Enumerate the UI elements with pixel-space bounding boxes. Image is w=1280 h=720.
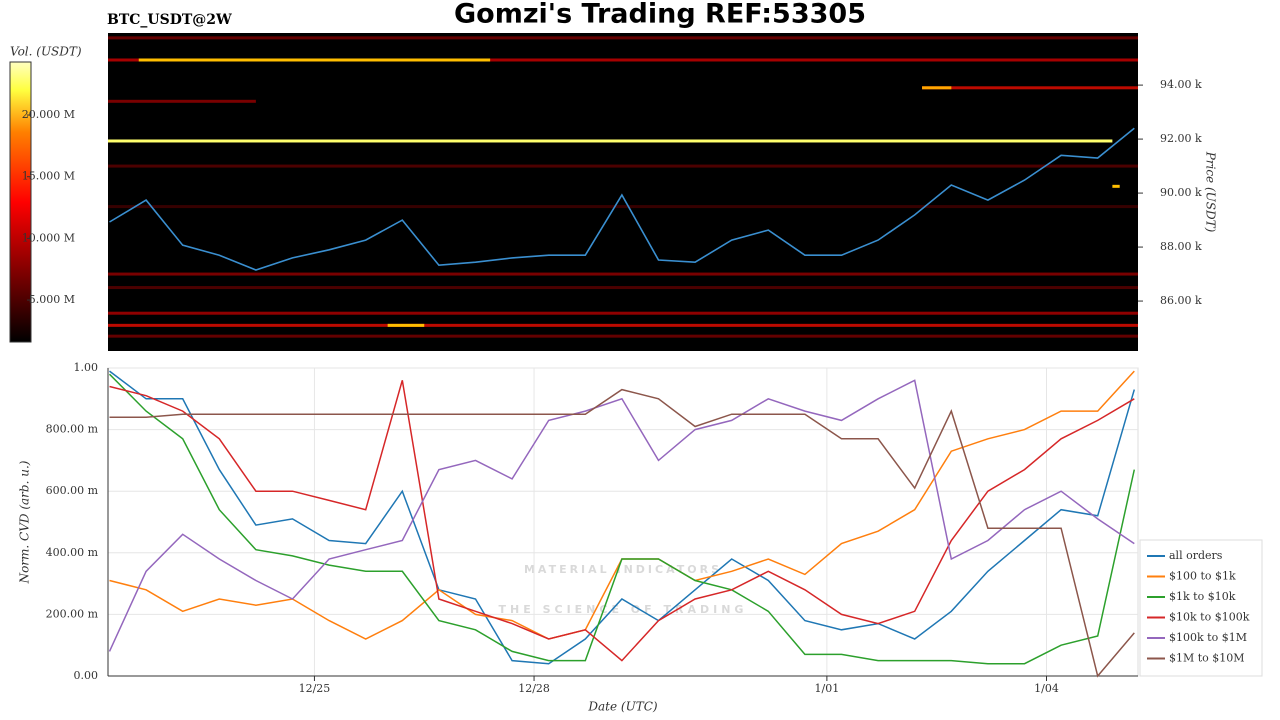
x-tick-label: 1/01 bbox=[815, 682, 840, 695]
y-axis-title: Norm. CVD (arb. u.) bbox=[18, 460, 32, 584]
series-line bbox=[109, 127, 1135, 271]
colorbar bbox=[9, 61, 32, 343]
x-axis-title: Date (UTC) bbox=[587, 700, 657, 714]
legend-label: $100 to $1k bbox=[1169, 570, 1236, 583]
order-wall bbox=[387, 323, 425, 327]
order-wall bbox=[138, 58, 491, 62]
order-wall bbox=[108, 36, 1138, 40]
y-tick-label: 94.00 k bbox=[1160, 78, 1202, 91]
order-wall bbox=[108, 99, 256, 103]
order-wall bbox=[108, 139, 1113, 143]
legend-label: all orders bbox=[1169, 549, 1223, 562]
chart-title: Gomzi's Trading REF:53305 bbox=[454, 0, 866, 30]
legend-label: $1k to $10k bbox=[1169, 590, 1236, 603]
chart-subtitle: BTC_USDT@2W bbox=[107, 12, 232, 28]
order-wall bbox=[922, 86, 952, 90]
order-wall bbox=[108, 311, 1138, 315]
series-line bbox=[109, 370, 1136, 665]
order-wall bbox=[108, 272, 1138, 276]
y-tick-label: 800.00 m bbox=[46, 423, 99, 436]
order-wall bbox=[108, 58, 1138, 62]
y-tick-label: 92.00 k bbox=[1160, 132, 1202, 145]
y-tick-label: 0.00 bbox=[74, 669, 99, 682]
colorbar-tick-label: 5.000 M bbox=[29, 293, 75, 306]
y-tick-label: 200.00 m bbox=[46, 607, 99, 620]
y-tick-label: 90.00 k bbox=[1160, 186, 1202, 199]
colorbar-tick-label: 10.000 M bbox=[22, 231, 75, 244]
order-wall bbox=[1112, 184, 1120, 188]
cvd-plot-area bbox=[107, 367, 1139, 677]
colorbar-tick-label: 20.000 M bbox=[22, 108, 75, 121]
order-wall bbox=[108, 286, 1138, 290]
watermark: MATERIAL INDICATORS bbox=[524, 563, 722, 576]
y-axis-title: Price (USDT) bbox=[1204, 151, 1218, 233]
order-wall bbox=[108, 334, 1138, 338]
y-tick-label: 88.00 k bbox=[1160, 240, 1202, 253]
x-tick-label: 1/04 bbox=[1034, 682, 1059, 695]
legend-label: $10k to $100k bbox=[1169, 611, 1250, 624]
series-line bbox=[109, 388, 1135, 678]
y-tick-label: 1.00 bbox=[74, 361, 99, 374]
x-tick-label: 12/25 bbox=[299, 682, 331, 695]
legend-label: $1M to $10M bbox=[1169, 652, 1245, 665]
colorbar-tick-label: 15.000 M bbox=[22, 170, 75, 183]
series-line bbox=[108, 373, 1136, 665]
y-tick-label: 400.00 m bbox=[46, 546, 99, 559]
x-tick-label: 12/28 bbox=[518, 682, 550, 695]
order-wall bbox=[108, 323, 1138, 327]
y-tick-label: 600.00 m bbox=[46, 484, 99, 497]
legend-label: $100k to $1M bbox=[1169, 631, 1247, 644]
order-wall bbox=[922, 86, 1138, 90]
order-wall bbox=[108, 205, 1138, 209]
legend bbox=[1139, 539, 1263, 677]
heatmap-background bbox=[108, 33, 1138, 351]
series-line bbox=[109, 380, 1135, 662]
y-tick-label: 86.00 k bbox=[1160, 294, 1202, 307]
series-line bbox=[108, 379, 1135, 652]
colorbar-label: Vol. (USDT) bbox=[10, 45, 82, 59]
order-wall bbox=[108, 164, 1138, 168]
